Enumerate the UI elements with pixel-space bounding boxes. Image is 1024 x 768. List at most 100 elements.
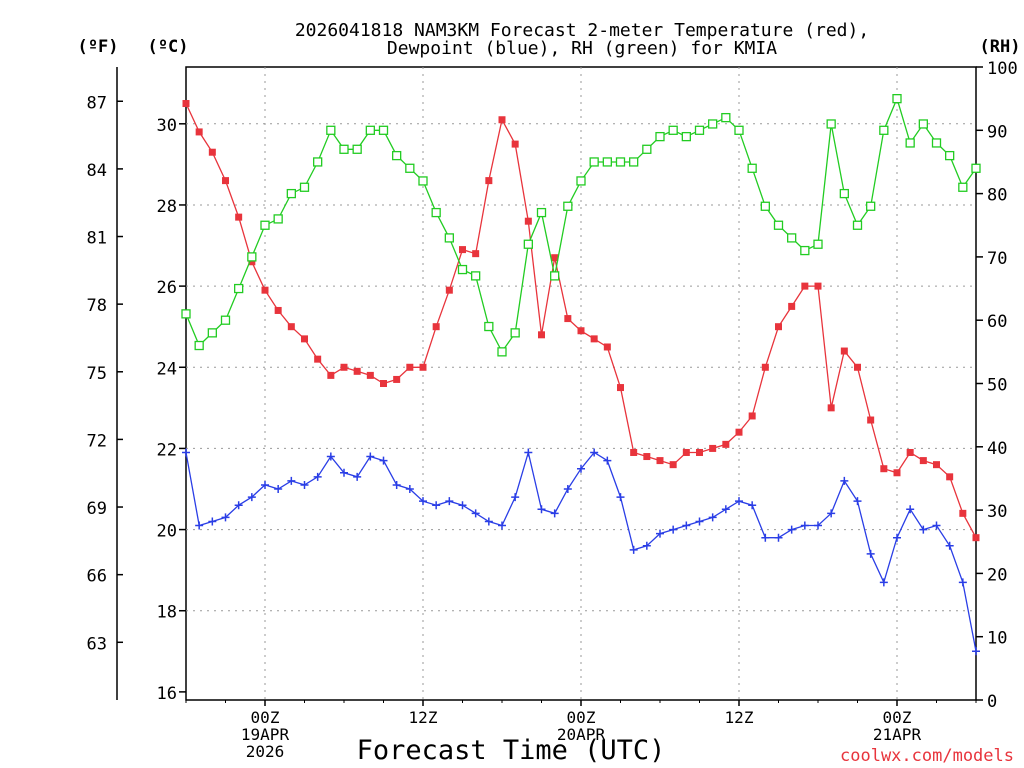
- dewpoint-point: [274, 485, 283, 493]
- rh-point: [273, 214, 283, 224]
- x-tick-label: 12Z: [725, 708, 754, 727]
- rh-tick-label: 90: [987, 122, 1007, 142]
- temperature-point: [538, 331, 545, 339]
- rh-point: [260, 220, 270, 230]
- rh-tick-label: 30: [987, 502, 1007, 522]
- dewpoint-point: [945, 541, 954, 550]
- dewpoint-point: [814, 521, 822, 530]
- rh-point: [326, 125, 336, 135]
- dewpoint-point: [471, 509, 480, 518]
- dewpoint-point: [932, 521, 941, 530]
- dewpoint-series: [182, 448, 980, 656]
- chart-title-line-1: 2026041818 NAM3KM Forecast 2-meter Tempe…: [295, 20, 869, 41]
- temperature-point: [551, 254, 559, 262]
- rh-point: [602, 157, 612, 167]
- dewpoint-point: [827, 509, 836, 518]
- temperature-point: [380, 380, 387, 387]
- dewpoint-point: [511, 493, 520, 502]
- dewpoint-point: [866, 549, 875, 558]
- rh-tick-label: 100: [987, 59, 1018, 79]
- temperature-point: [564, 315, 572, 323]
- rh-point: [971, 163, 981, 173]
- temperature-point: [959, 509, 967, 517]
- rh-point: [339, 144, 349, 154]
- rh-point: [668, 125, 678, 135]
- rh-point: [708, 119, 718, 129]
- rh-point: [523, 239, 533, 249]
- dewpoint-point: [853, 497, 862, 506]
- rh-point: [681, 131, 691, 142]
- rh-series: [181, 94, 981, 357]
- temperature-point: [301, 335, 308, 343]
- temperature-point: [972, 534, 980, 542]
- x-tick-label: 00Z: [251, 708, 280, 727]
- rh-tick-label: 60: [987, 312, 1007, 332]
- dewpoint-point: [287, 476, 296, 485]
- temperature-point: [287, 323, 295, 331]
- dewpoint-point: [405, 485, 414, 493]
- temperature-point: [248, 258, 256, 266]
- dewpoint-point: [682, 521, 691, 530]
- rh-tick-label: 20: [987, 565, 1007, 585]
- celsius-unit-label: (ºC): [148, 37, 189, 57]
- dewpoint-point: [879, 578, 888, 587]
- rh-point: [365, 125, 375, 135]
- temperature-point: [498, 116, 506, 124]
- temperature-point: [696, 448, 703, 456]
- dewpoint-point: [708, 513, 717, 522]
- rh-point: [220, 315, 231, 325]
- rh-point: [471, 271, 481, 281]
- temperature-point: [748, 412, 756, 420]
- dewpoint-point: [247, 493, 256, 502]
- rh-point: [234, 283, 244, 294]
- rh-tick-label: 0: [987, 692, 997, 712]
- rh-point: [787, 233, 797, 243]
- rh-point: [852, 220, 863, 230]
- dewpoint-point: [445, 497, 454, 506]
- dewpoint-point: [906, 505, 915, 514]
- dewpoint-point: [261, 480, 269, 489]
- x-tick-label: 12Z: [409, 708, 438, 727]
- rh-tick-label: 50: [987, 376, 1007, 396]
- dewpoint-point: [656, 529, 664, 538]
- dewpoint-point: [590, 448, 599, 457]
- temperature-point: [511, 140, 519, 148]
- rh-point: [879, 125, 889, 135]
- temperature-point: [919, 457, 927, 465]
- dewpoint-point: [484, 517, 493, 526]
- dewpoint-point: [524, 448, 533, 457]
- rh-point: [550, 271, 560, 281]
- rh-point: [629, 157, 639, 167]
- temperature-point: [722, 440, 730, 448]
- rh-point: [457, 264, 468, 275]
- rh-point: [694, 125, 705, 135]
- rh-point: [536, 207, 547, 218]
- rh-point: [392, 150, 402, 161]
- rh-point: [734, 125, 744, 135]
- dewpoint-point: [958, 578, 967, 587]
- temperature-point: [182, 100, 190, 108]
- dewpoint-point: [629, 545, 638, 554]
- fahrenheit-tick-label: 84: [87, 161, 107, 181]
- rh-point: [945, 150, 955, 161]
- temperature-point: [893, 469, 901, 477]
- x-tick-label: 00Z: [883, 708, 912, 727]
- fahrenheit-tick-label: 69: [87, 499, 107, 519]
- temperature-point: [590, 335, 598, 343]
- temperature-point: [524, 217, 532, 225]
- dewpoint-point: [721, 505, 730, 514]
- dewpoint-point: [774, 533, 783, 542]
- dewpoint-point: [563, 485, 572, 493]
- x-tick-label: 20APR: [557, 725, 606, 744]
- dewpoint-point: [326, 452, 335, 461]
- dewpoint-point: [603, 456, 612, 465]
- temperature-point: [432, 323, 440, 331]
- dewpoint-point: [642, 541, 651, 550]
- temperature-point: [366, 371, 374, 379]
- rh-point: [747, 163, 757, 173]
- rh-point: [247, 252, 257, 262]
- dewpoint-point: [800, 521, 809, 530]
- fahrenheit-tick-label: 72: [87, 431, 107, 451]
- rh-point: [378, 125, 389, 135]
- axis-ticks: 16 18 20 22 24 26 28 30 63 66 69 72 75 78 81 84 87 0 10 20 3…: [87, 59, 1018, 761]
